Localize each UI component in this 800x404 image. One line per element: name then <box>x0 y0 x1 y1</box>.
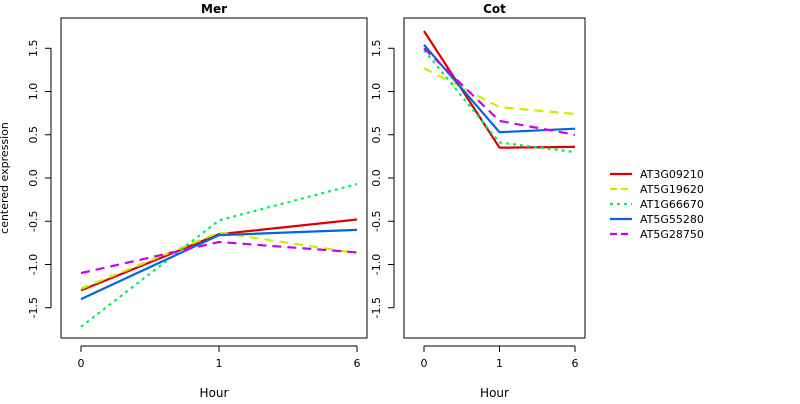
x-axis-label-cot: Hour <box>480 386 509 400</box>
series-line-cot-at5g28750 <box>423 47 576 136</box>
y-axis-label: centered expression <box>0 122 11 234</box>
x-tick-label-mer-6: 6 <box>354 357 361 370</box>
legend-label-at1g66670: AT1G66670 <box>640 198 704 211</box>
x-tick-label-cot-6: 6 <box>572 357 579 370</box>
plot-frame-cot <box>403 17 586 339</box>
y-tick-label-cot: -0.5 <box>370 211 383 232</box>
panel-cot: Cot 0 1 6 Hour -1.5 -1.0 -0.5 0.0 0.5 1.0 1.5 <box>370 2 586 400</box>
legend-label-at5g55280: AT5G55280 <box>640 213 704 226</box>
panel-title-mer: Mer <box>201 2 227 16</box>
plot-frame-mer <box>60 17 368 339</box>
y-tick-label-mer: 1.5 <box>27 40 40 58</box>
x-tick-label-cot-1: 1 <box>496 357 503 370</box>
x-axis-label-mer: Hour <box>200 386 229 400</box>
series-line-mer-at5g55280 <box>80 228 358 301</box>
y-tick-label-cot: 1.5 <box>370 40 383 58</box>
y-tick-label-mer: -1.0 <box>27 254 40 275</box>
y-tick-label-mer: -0.5 <box>27 211 40 232</box>
legend: AT3G09210 AT5G19620 AT1G66670 AT5G55280 AT5G… <box>610 168 704 241</box>
y-tick-label-mer: 0.0 <box>27 169 40 187</box>
y-tick-label-cot: 0.5 <box>370 126 383 144</box>
legend-label-at5g28750: AT5G28750 <box>640 228 704 241</box>
y-tick-label-mer: -1.5 <box>27 297 40 318</box>
y-tick-label-mer: 1.0 <box>27 83 40 101</box>
series-line-cot-at1g66670 <box>423 49 576 154</box>
series-line-cot-at5g55280 <box>423 44 576 134</box>
x-tick-label-cot-0: 0 <box>421 357 428 370</box>
series-line-cot-at3g09210 <box>423 30 576 149</box>
series-line-mer-at5g28750 <box>80 240 358 275</box>
legend-label-at3g09210: AT3G09210 <box>640 168 704 181</box>
series-line-mer-at5g19620 <box>80 231 358 290</box>
panel-title-cot: Cot <box>483 2 506 16</box>
y-tick-label-cot: -1.0 <box>370 254 383 275</box>
series-line-mer-at1g66670 <box>80 183 358 328</box>
x-tick-label-mer-1: 1 <box>216 357 223 370</box>
y-tick-label-cot: -1.5 <box>370 297 383 318</box>
x-tick-label-mer-0: 0 <box>78 357 85 370</box>
series-line-cot-at5g19620 <box>423 67 576 116</box>
panel-mer: Mer 0 1 6 Hour -1.5 -1.0 -0.5 0.0 0.5 1.0 1.5 center… <box>0 2 368 400</box>
y-tick-label-mer: 0.5 <box>27 126 40 144</box>
y-tick-label-cot: 1.0 <box>370 83 383 101</box>
y-tick-label-cot: 0.0 <box>370 169 383 187</box>
legend-label-at5g19620: AT5G19620 <box>640 183 704 196</box>
